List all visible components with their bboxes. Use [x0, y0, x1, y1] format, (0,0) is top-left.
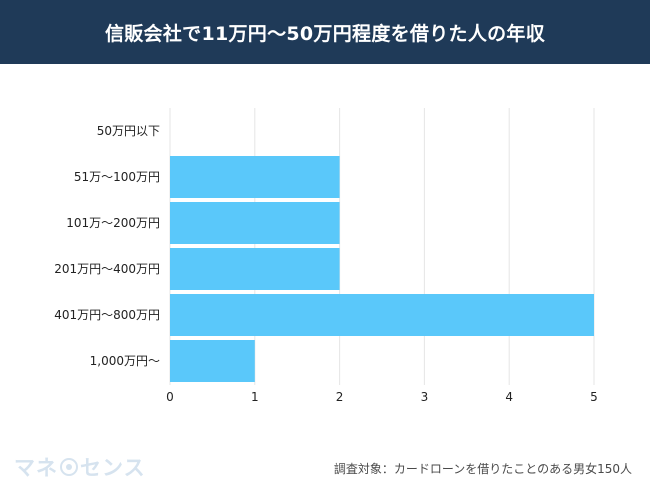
chart-header: 信販会社で11万円〜50万円程度を借りた人の年収 — [0, 0, 650, 64]
category-label: 50万円以下 — [97, 124, 160, 138]
bar-1 — [170, 156, 340, 198]
category-label: 1,000万円〜 — [90, 354, 160, 368]
chart-title: 信販会社で11万円〜50万円程度を借りた人の年収 — [104, 22, 546, 45]
category-label: 101万〜200万円 — [66, 216, 160, 230]
bar-chart: 50万円以下 51万〜100万円 101万〜200万円 201万円〜400万円 401万… — [54, 108, 598, 404]
category-label: 51万〜100万円 — [74, 170, 160, 184]
x-tick-label: 5 — [590, 390, 598, 404]
bar-4 — [170, 294, 594, 336]
survey-footnote: 調査対象：カードローンを借りたことのある男女150人 — [333, 462, 632, 476]
mane-sense-logo: マネ センス — [14, 452, 146, 482]
x-tick-label: 2 — [336, 390, 344, 404]
x-tick-label: 3 — [421, 390, 429, 404]
x-tick-label: 0 — [166, 390, 174, 404]
x-tick-label: 4 — [505, 390, 513, 404]
category-labels: 50万円以下 51万〜100万円 101万〜200万円 201万円〜400万円 401万… — [54, 124, 160, 368]
x-tick-label: 1 — [251, 390, 259, 404]
bar-5 — [170, 340, 255, 382]
bars — [170, 156, 594, 382]
category-label: 401万円〜800万円 — [54, 308, 160, 322]
bar-2 — [170, 202, 340, 244]
category-label: 201万円〜400万円 — [54, 262, 160, 276]
x-axis-ticks: 0 1 2 3 4 5 — [166, 390, 598, 404]
logo-text-left: マネ — [14, 456, 58, 480]
logo-coin-icon — [60, 458, 78, 476]
grid-lines — [169, 108, 595, 385]
logo-text-right: センス — [80, 456, 146, 480]
bar-3 — [170, 248, 340, 290]
